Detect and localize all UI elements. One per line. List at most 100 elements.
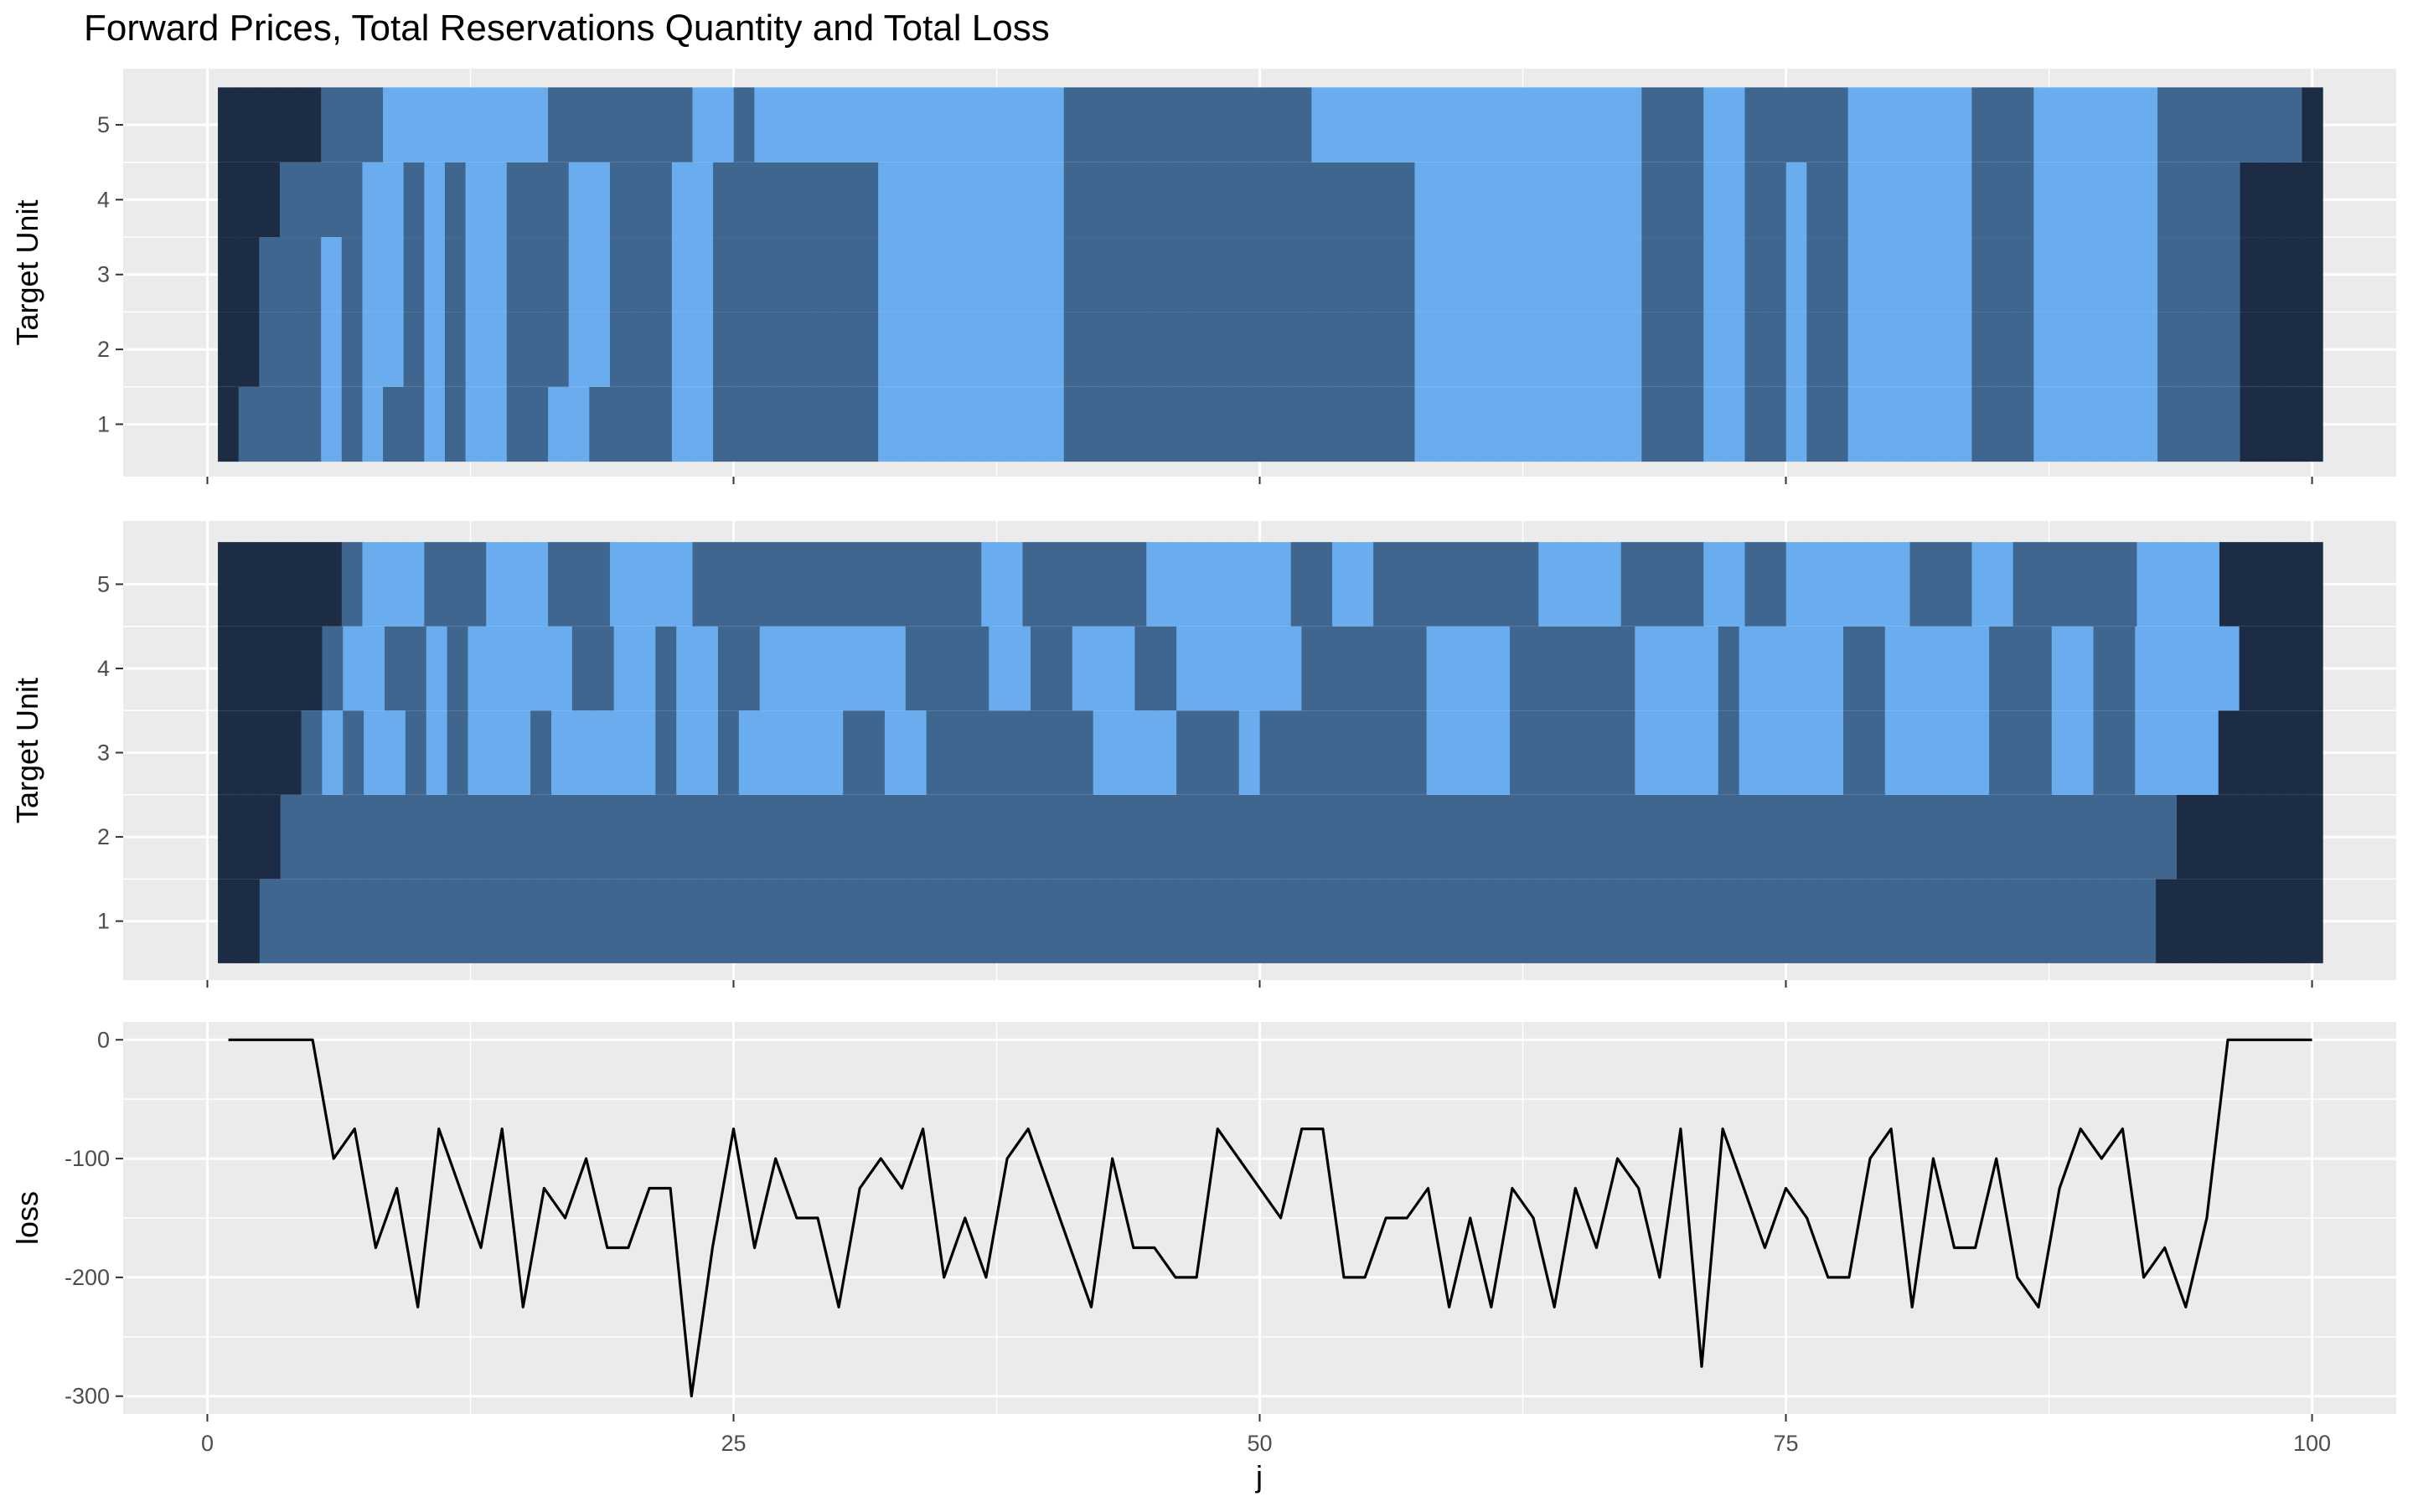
heatmap-tile: [960, 386, 982, 462]
heatmap-tile: [2199, 312, 2220, 387]
heatmap-tile: [843, 794, 865, 880]
heatmap-tile: [697, 710, 719, 795]
heatmap-tile: [1125, 162, 1147, 238]
heatmap-tile: [1363, 710, 1386, 795]
heatmap-tile: [444, 312, 467, 387]
heatmap-tile: [1868, 237, 1890, 312]
heatmap-tile: [2240, 162, 2261, 238]
heatmap-tile: [940, 237, 962, 312]
heatmap-tile: [2240, 87, 2261, 163]
heatmap-tile: [1063, 542, 1086, 627]
heatmap-tile: [1930, 312, 1952, 387]
heatmap-tile: [405, 626, 427, 711]
heatmap-tile: [2033, 162, 2055, 238]
heatmap-tile: [1187, 237, 1209, 312]
heatmap-tile: [280, 710, 302, 795]
heatmap-tile: [1105, 162, 1127, 238]
heatmap-tile: [774, 312, 797, 387]
heatmap-tile: [403, 162, 425, 238]
heatmap-tile: [1635, 626, 1656, 711]
heatmap-tile: [940, 87, 962, 163]
x-tick-label: 75: [1773, 1431, 1798, 1456]
heatmap-tile: [259, 794, 282, 880]
heatmap-tile: [1992, 386, 2014, 462]
heatmap-tile: [341, 237, 364, 312]
heatmap-tile: [759, 794, 782, 880]
heatmap-tile: [1208, 386, 1230, 462]
heatmap-tile: [589, 237, 611, 312]
heatmap-tile: [795, 237, 817, 312]
heatmap-tile: [2030, 626, 2053, 711]
heatmap-tile: [568, 542, 590, 627]
heatmap-tile: [774, 542, 797, 627]
heatmap-tile: [1373, 312, 1395, 387]
heatmap-tile: [2051, 794, 2074, 880]
heatmap-tile: [1600, 237, 1622, 312]
heatmap-tile: [1905, 710, 1928, 795]
heatmap-tile: [898, 87, 920, 163]
heatmap-tile: [1759, 626, 1782, 711]
heatmap-tile: [465, 237, 487, 312]
heatmap-tile: [1435, 386, 1457, 462]
heatmap-tile: [1146, 87, 1168, 163]
heatmap-tile: [1166, 162, 1189, 238]
heatmap-tile: [2261, 87, 2282, 163]
heatmap-tile: [571, 710, 594, 795]
heatmap-tile: [1093, 794, 1115, 880]
heatmap-tile: [2114, 710, 2136, 795]
heatmap-tile: [1744, 237, 1766, 312]
heatmap-tile: [1723, 386, 1746, 462]
heatmap-tile: [878, 386, 900, 462]
heatmap-tile: [795, 312, 817, 387]
heatmap-tile: [1930, 237, 1952, 312]
heatmap-tile: [1001, 312, 1024, 387]
heatmap-tile: [238, 237, 260, 312]
heatmap-tile: [1322, 879, 1344, 963]
heatmap-tile: [300, 312, 322, 387]
heatmap-tile: [1806, 542, 1828, 627]
heatmap-tile: [1228, 386, 1251, 462]
heatmap-tile: [1551, 626, 1573, 711]
heatmap-tile: [1868, 87, 1890, 163]
y-tick-label: 1: [97, 411, 110, 436]
heatmap-tile: [1105, 237, 1127, 312]
heatmap-tile: [2075, 162, 2096, 238]
heatmap-tile: [1063, 162, 1086, 238]
heatmap-tile: [2260, 794, 2281, 880]
heatmap-tile: [1176, 794, 1198, 880]
y-axis-title: loss: [10, 1191, 44, 1245]
heatmap-tile: [2178, 237, 2199, 312]
heatmap-tile: [1641, 312, 1663, 387]
heatmap-tile: [1031, 794, 1052, 880]
heatmap-tile: [1703, 87, 1725, 163]
heatmap-tile: [1022, 312, 1044, 387]
heatmap-tile: [878, 162, 900, 238]
heatmap-tile: [836, 542, 859, 627]
heatmap-tile: [1510, 710, 1532, 795]
heatmap-tile: [1992, 312, 2014, 387]
heatmap-tile: [1538, 312, 1560, 387]
heatmap-tile: [2157, 87, 2179, 163]
heatmap-tile: [1208, 162, 1230, 238]
heatmap-tile: [733, 542, 755, 627]
heatmap-tile: [343, 710, 364, 795]
heatmap-tile: [589, 87, 611, 163]
heatmap-tile: [2240, 237, 2261, 312]
heatmap-tile: [1290, 162, 1312, 238]
heatmap-tile: [2030, 879, 2053, 963]
heatmap-tile: [2281, 386, 2303, 462]
heatmap-tile: [341, 386, 364, 462]
heatmap-tile: [1084, 312, 1106, 387]
heatmap-tile: [1468, 794, 1490, 880]
heatmap-tile: [1884, 879, 1907, 963]
heatmap-tile: [968, 710, 989, 795]
heatmap-tile: [1558, 237, 1581, 312]
y-tick-label: 0: [97, 1027, 110, 1052]
heatmap-tile: [218, 542, 240, 627]
heatmap-tile: [1785, 312, 1807, 387]
heatmap-tile: [1134, 794, 1156, 880]
heatmap-tile: [1093, 879, 1115, 963]
heatmap-tile: [1063, 237, 1086, 312]
heatmap-tile: [1579, 386, 1601, 462]
